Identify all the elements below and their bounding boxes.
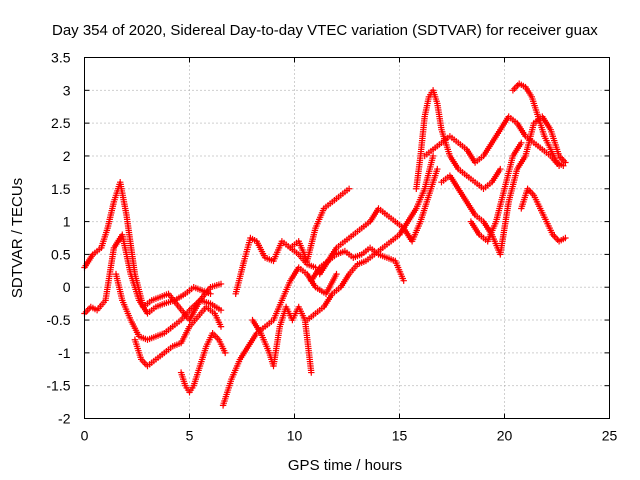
chart-title: Day 354 of 2020, Sidereal Day-to-day VTE… — [52, 22, 598, 39]
data-series-satellite-track-11 — [303, 152, 437, 324]
plot-frame — [84, 57, 610, 419]
data-series-satellite-track-6 — [219, 264, 340, 409]
y-tick-label: 1.5 — [51, 181, 71, 197]
data-series-satellite-track-16 — [509, 80, 567, 169]
x-tick-label: 10 — [287, 428, 303, 444]
x-tick-label: 15 — [392, 428, 408, 444]
y-tick-label: -1 — [58, 345, 71, 361]
tick-labels: 0 5 10 15 20 25 -2 -1.5 -1 -0.5 0 0.5 1 1.5 2 2.5 3 3.5 — [46, 50, 617, 444]
data-series-satellite-track-13 — [413, 87, 504, 192]
data-series-satellite-track-3 — [131, 303, 225, 370]
y-tick-label: 2.5 — [51, 115, 71, 131]
x-axis-title: GPS time / hours — [288, 457, 402, 474]
x-tick-label: 25 — [602, 428, 618, 444]
y-tick-label: -1.5 — [46, 378, 70, 394]
data-series-satellite-track-10 — [287, 185, 353, 265]
axis-ticks — [84, 57, 610, 419]
y-tick-label: 0 — [63, 279, 71, 295]
y-axis-title: SDTVAR / TECUs — [9, 178, 26, 298]
data-series-satellite-track-14 — [421, 113, 563, 169]
y-tick-label: 3 — [63, 82, 71, 98]
y-tick-label: 3.5 — [51, 50, 71, 66]
y-tick-label: 0.5 — [51, 246, 71, 262]
x-tick-label: 20 — [497, 428, 513, 444]
y-tick-label: -2 — [58, 411, 71, 427]
data-series-satellite-track-8 — [249, 303, 315, 376]
data-series-satellite-track-15 — [438, 113, 569, 258]
data-series-satellite-track-4 — [112, 270, 225, 343]
y-tick-label: 2 — [63, 148, 71, 164]
y-tick-label: -0.5 — [46, 312, 70, 328]
data-series-satellite-track-17 — [518, 185, 569, 245]
x-tick-label: 0 — [81, 428, 89, 444]
data-series — [81, 80, 569, 409]
data-series-satellite-track-18 — [467, 139, 525, 245]
data-series-satellite-track-7 — [232, 234, 319, 297]
y-tick-label: 1 — [63, 214, 71, 230]
x-tick-label: 5 — [186, 428, 194, 444]
data-series-satellite-track-12 — [316, 165, 441, 278]
data-series-satellite-track-5 — [177, 329, 229, 396]
